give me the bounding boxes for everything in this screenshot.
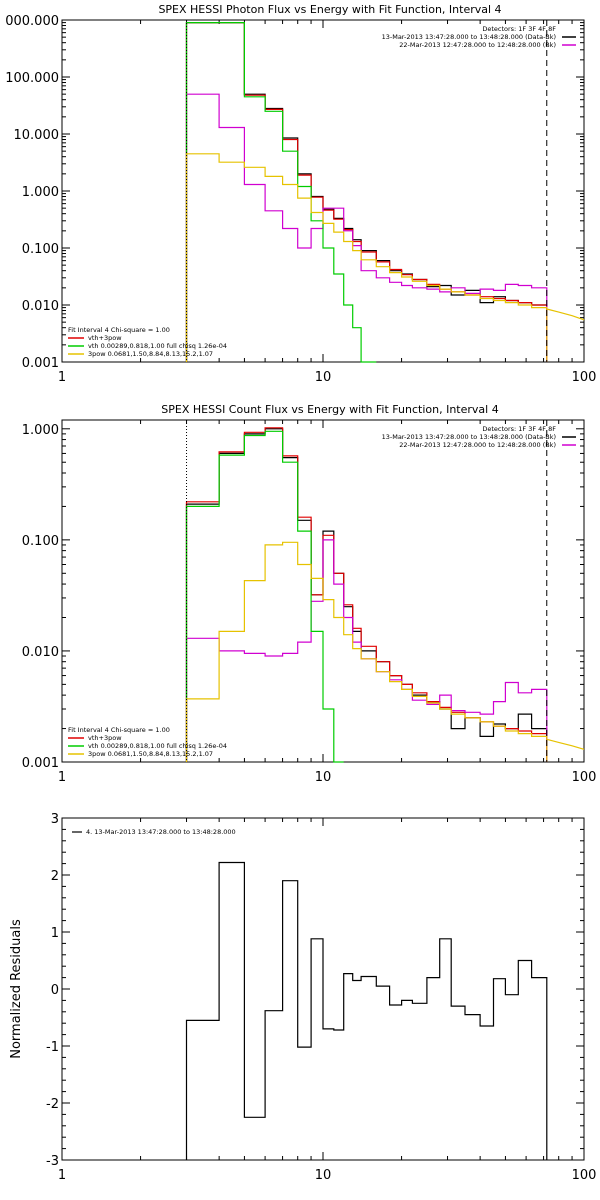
series-line bbox=[185, 153, 548, 362]
fit-extension-line bbox=[546, 308, 585, 321]
y-tick-label: 0.001 bbox=[22, 356, 59, 371]
y-tick-label: 0.001 bbox=[22, 756, 59, 771]
series-line bbox=[185, 428, 548, 762]
y-tick-label: -2 bbox=[46, 1097, 59, 1112]
plot-frame bbox=[61, 19, 585, 363]
y-tick-label: 000.000 bbox=[5, 14, 59, 29]
series-line bbox=[185, 541, 548, 762]
y-tick-label: 100.000 bbox=[5, 71, 59, 86]
legend-top-right-text: 13-Mar-2013 13:47:28.000 to 13:48:28.000… bbox=[382, 33, 556, 41]
fit-legend-text: 3pow 0.0681,1.50,8.84,8.13,15.2,1.07 bbox=[88, 350, 213, 358]
y-tick-label: 0 bbox=[51, 983, 59, 998]
y-tick-label: 2 bbox=[51, 869, 59, 884]
series-line bbox=[185, 861, 548, 1160]
y-tick-label: 0.100 bbox=[22, 534, 59, 549]
x-tick-label: 10 bbox=[315, 770, 332, 785]
y-tick-label: 1.000 bbox=[22, 423, 59, 438]
series-line bbox=[185, 22, 548, 362]
x-tick-label: 100 bbox=[572, 1168, 597, 1183]
y-tick-label: 0.100 bbox=[22, 242, 59, 257]
residual-legend: 4. 13-Mar-2013 13:47:28.000 to 13:48:28.… bbox=[72, 828, 236, 836]
fit-extension-line bbox=[546, 738, 585, 750]
fit-legend-text: vth+3pow bbox=[88, 734, 122, 742]
count-flux-chart: SPEX HESSI Count Flux vs Energy with Fit… bbox=[22, 403, 597, 785]
fit-legend-text: vth 0.00289,0.818,1.00 full chisq 1.26e-… bbox=[88, 742, 227, 750]
fit-legend-text: vth+3pow bbox=[88, 334, 122, 342]
y-tick-label: 1.000 bbox=[22, 185, 59, 200]
chart-title: SPEX HESSI Count Flux vs Energy with Fit… bbox=[161, 403, 498, 416]
y-tick-label: 1 bbox=[51, 926, 59, 941]
y-tick-label: -3 bbox=[46, 1154, 59, 1169]
y-tick-label: -1 bbox=[46, 1040, 59, 1055]
x-tick-label: 1 bbox=[58, 1168, 66, 1183]
x-tick-label: 100 bbox=[572, 370, 597, 385]
residual-legend-text: 4. 13-Mar-2013 13:47:28.000 to 13:48:28.… bbox=[86, 828, 236, 836]
y-tick-label: 3 bbox=[51, 812, 59, 827]
legend-top-right-text: 22-Mar-2013 12:47:28.000 to 12:48:28.000… bbox=[399, 41, 556, 49]
fit-legend-text: Fit Interval 4 Chi-square = 1.00 bbox=[68, 326, 170, 334]
y-tick-label: 0.010 bbox=[22, 299, 59, 314]
fit-legend: Fit Interval 4 Chi-square = 1.00vth+3pow… bbox=[68, 326, 227, 358]
y-tick-label: 10.000 bbox=[14, 128, 60, 143]
fit-legend: Fit Interval 4 Chi-square = 1.00vth+3pow… bbox=[68, 726, 227, 758]
fit-legend-text: vth 0.00289,0.818,1.00 full chisq 1.26e-… bbox=[88, 342, 227, 350]
series-line bbox=[185, 430, 344, 763]
fit-legend-text: 3pow 0.0681,1.50,8.84,8.13,15.2,1.07 bbox=[88, 750, 213, 758]
series-line bbox=[185, 93, 548, 362]
legend-top-right-text: Detectors: 1F 3F 4F 8F bbox=[482, 425, 556, 433]
series-line bbox=[185, 427, 548, 762]
series-line bbox=[185, 22, 548, 362]
chart-title: SPEX HESSI Photon Flux vs Energy with Fi… bbox=[158, 3, 501, 16]
series-line bbox=[185, 22, 377, 363]
x-tick-label: 1 bbox=[58, 370, 66, 385]
legend-top-right-text: Detectors: 1F 3F 4F 8F bbox=[482, 25, 556, 33]
x-tick-label: 100 bbox=[572, 770, 597, 785]
residuals-chart: Normalized Residuals -3 -2 -1 0 1 2 3 1 10 100 4… bbox=[9, 812, 596, 1183]
y-axis-label: Normalized Residuals bbox=[9, 919, 24, 1059]
y-tick-label: 0.010 bbox=[22, 645, 59, 660]
photon-flux-chart: SPEX HESSI Photon Flux vs Energy with Fi… bbox=[5, 3, 596, 385]
legend-top-right-text: 13-Mar-2013 13:47:28.000 to 13:48:28.000… bbox=[382, 433, 556, 441]
x-tick-label: 1 bbox=[58, 770, 66, 785]
x-tick-label: 10 bbox=[315, 370, 332, 385]
legend-top-right-text: 22-Mar-2013 12:47:28.000 to 12:48:28.000… bbox=[399, 441, 556, 449]
fit-legend-text: Fit Interval 4 Chi-square = 1.00 bbox=[68, 726, 170, 734]
x-tick-label: 10 bbox=[315, 1168, 332, 1183]
